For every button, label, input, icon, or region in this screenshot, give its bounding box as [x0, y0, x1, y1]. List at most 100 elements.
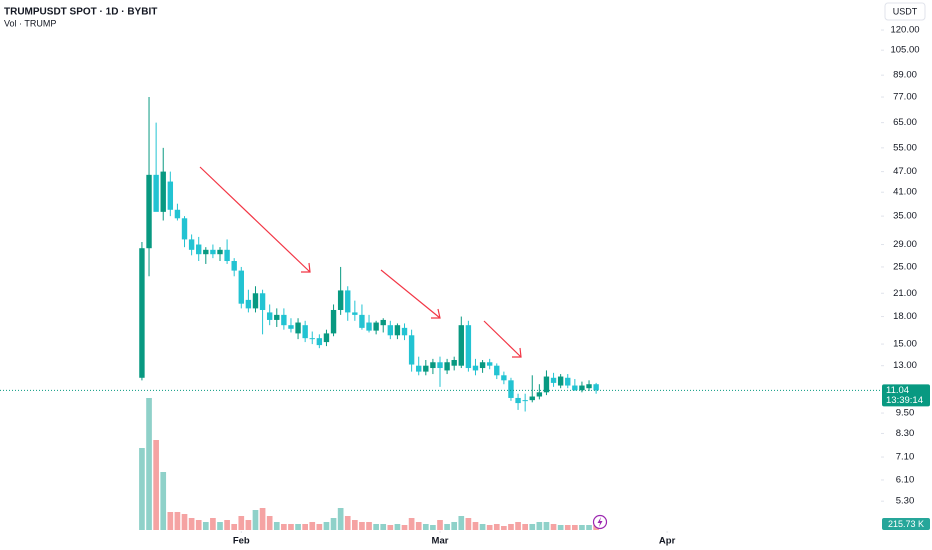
- candle-body: [529, 396, 535, 401]
- x-tick-label: Mar: [432, 536, 449, 547]
- candle-body: [309, 338, 315, 340]
- y-tick-label: 21.00: [893, 288, 917, 299]
- volume-bar: [543, 522, 550, 530]
- volume-bar: [408, 518, 415, 530]
- candle-body: [408, 335, 415, 365]
- candle-body: [146, 174, 152, 249]
- candle-body: [174, 209, 181, 219]
- volume-bar: [337, 508, 344, 530]
- candle-body: [451, 359, 457, 366]
- y-tick-label: 55.00: [893, 142, 917, 153]
- candle-body: [295, 322, 301, 334]
- volume-bar: [437, 520, 443, 530]
- candle-body: [557, 376, 564, 386]
- lightning-icon[interactable]: [592, 514, 608, 530]
- y-tick-label: 15.00: [893, 339, 917, 350]
- candle-body: [579, 385, 585, 391]
- volume-bar: [288, 524, 294, 530]
- volume-bar: [330, 518, 337, 530]
- volume-bar: [472, 522, 479, 530]
- y-tick-label: 5.30: [896, 496, 915, 507]
- candle-body: [181, 218, 188, 240]
- candle-body: [196, 244, 202, 255]
- volume-bar: [579, 525, 585, 530]
- volume-bar: [373, 524, 379, 530]
- candle-body: [337, 290, 344, 310]
- candle-body: [217, 249, 223, 255]
- volume-bar: [486, 525, 493, 530]
- annotations: [199, 166, 522, 358]
- y-tick-label: 18.00: [893, 311, 917, 322]
- volume-bar: [479, 524, 486, 530]
- volume-bar: [295, 524, 301, 530]
- arrow: [199, 166, 311, 273]
- volume-bar: [210, 518, 216, 530]
- volume-bar: [422, 524, 429, 530]
- candle-body: [352, 312, 358, 315]
- candle-body: [494, 365, 500, 376]
- volume-bar: [195, 520, 202, 530]
- candle-body: [536, 392, 543, 397]
- chart-title: TRUMPUSDT SPOT · 1D · BYBIT: [4, 7, 157, 18]
- volume-bar: [153, 440, 159, 530]
- last-price-label: 11.04: [886, 385, 909, 396]
- candle-body: [515, 397, 521, 404]
- candle-body: [160, 171, 166, 212]
- candle-body: [565, 377, 571, 386]
- volume-bar: [252, 510, 259, 530]
- currency-box[interactable]: [884, 2, 926, 21]
- candle-body: [153, 174, 159, 212]
- volume-bar: [586, 525, 592, 530]
- candle-body: [380, 319, 386, 326]
- arrow: [380, 269, 441, 319]
- volume-bar: [188, 518, 195, 530]
- y-tick-label: 65.00: [893, 117, 917, 128]
- last-price-box: [882, 384, 930, 407]
- candle-body: [437, 362, 443, 369]
- arrow: [483, 320, 522, 358]
- volume-bar: [323, 522, 330, 530]
- volume-bar: [231, 524, 238, 530]
- candle-body: [302, 325, 308, 339]
- volume-bar: [430, 525, 436, 530]
- candle-body: [203, 249, 209, 255]
- candle-body: [508, 380, 514, 398]
- y-tick-label: 25.00: [893, 261, 917, 272]
- volume-bar: [281, 524, 287, 530]
- countdown-label: 13:39:14: [886, 395, 923, 406]
- volume-bar: [202, 522, 209, 530]
- arrow-head: [301, 262, 311, 273]
- volume-bar: [146, 398, 152, 530]
- candle-body: [430, 362, 436, 369]
- candle-body: [330, 309, 337, 334]
- candle-body: [359, 314, 365, 328]
- candle-body: [323, 333, 330, 343]
- volume-bar: [465, 518, 472, 530]
- y-tick-label: 41.00: [893, 187, 917, 198]
- arrow-head: [431, 308, 441, 319]
- candle-body: [245, 299, 252, 309]
- candle-body: [394, 325, 401, 336]
- volume-bar: [529, 524, 536, 530]
- volume-bar: [139, 448, 145, 530]
- candle-body: [465, 325, 472, 369]
- volume-bar: [352, 520, 358, 530]
- candle-body: [572, 385, 578, 391]
- volume-bar: [259, 508, 266, 530]
- volume-bar: [394, 524, 401, 530]
- volume-bar: [458, 516, 465, 530]
- volume-bar: [515, 522, 521, 530]
- y-tick-label: 89.00: [893, 70, 917, 81]
- candle-body: [259, 293, 266, 310]
- candle-body: [224, 249, 230, 262]
- y-tick-label: 120.00: [890, 25, 919, 36]
- y-tick-label: 7.10: [896, 452, 915, 463]
- volume-bar: [387, 525, 394, 530]
- volume-bar: [217, 522, 223, 530]
- volume-bar: [451, 522, 458, 530]
- volume-bar: [501, 526, 507, 530]
- volume-bar: [572, 525, 578, 530]
- x-tick-label: Apr: [659, 536, 676, 547]
- candle-body: [501, 375, 507, 381]
- volume-bar: [309, 522, 316, 530]
